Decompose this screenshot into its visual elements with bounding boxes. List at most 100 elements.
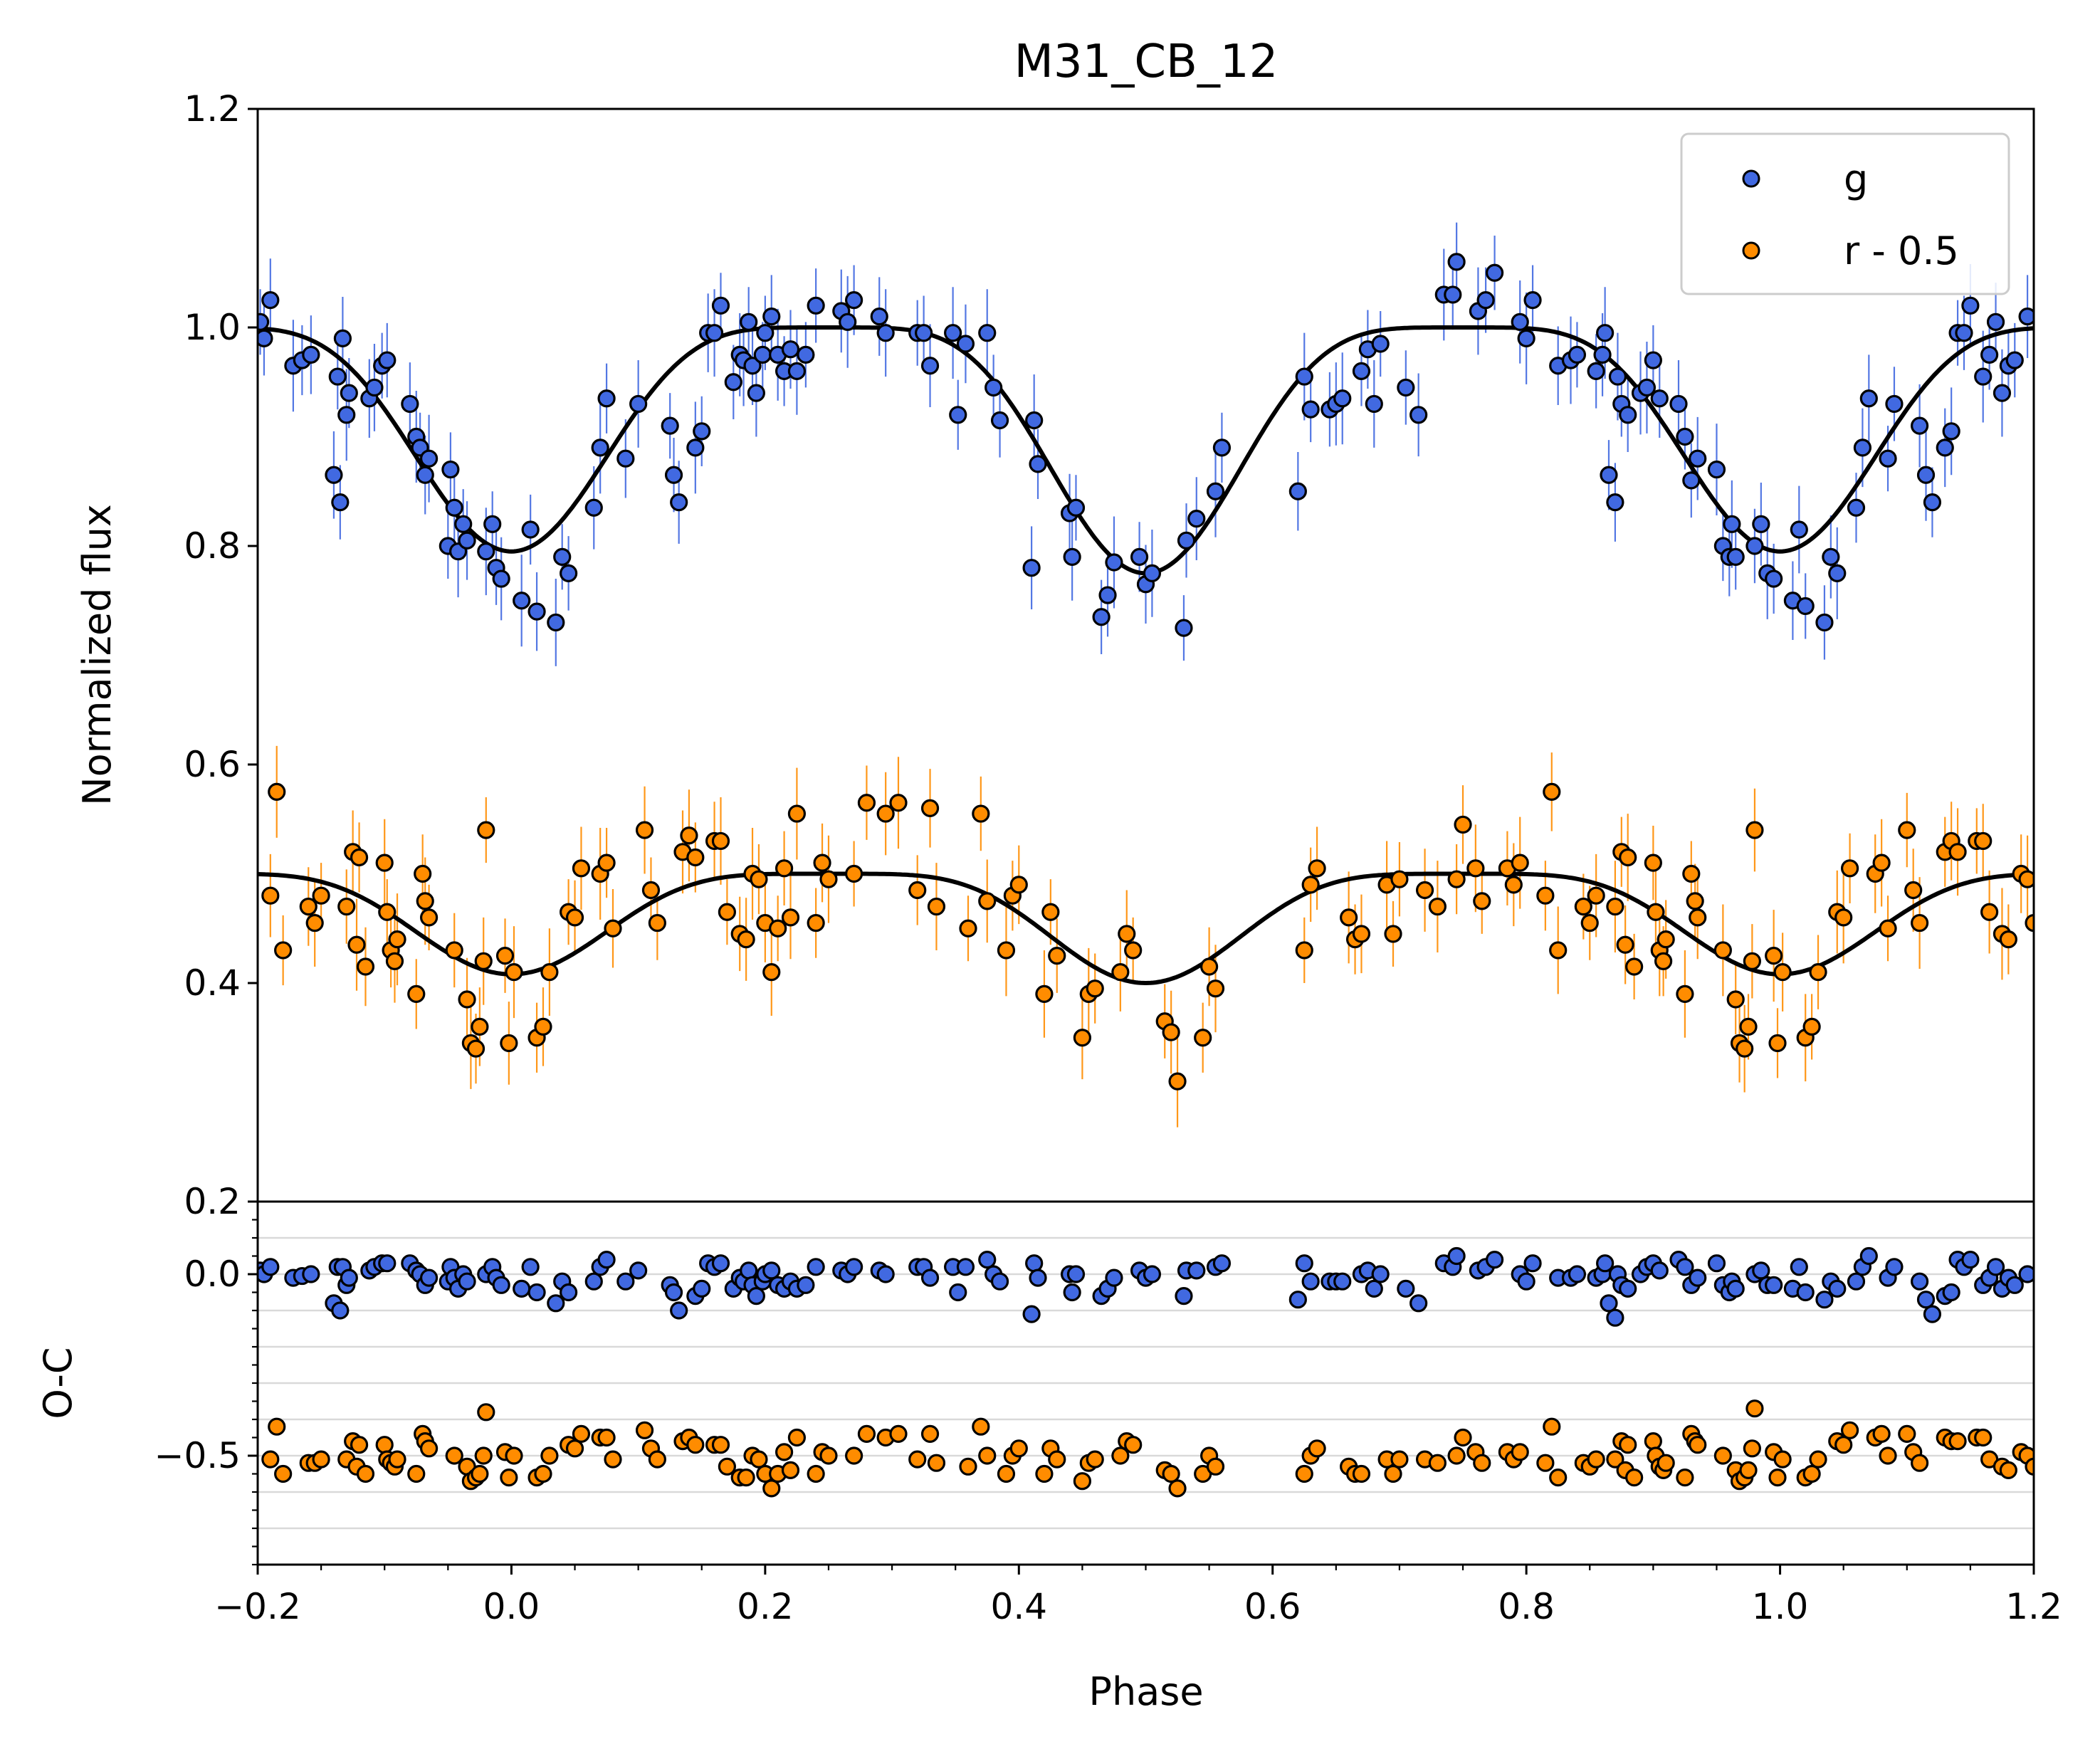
data-point: [686, 848, 705, 867]
data-point: [1853, 438, 1872, 457]
data-point: [693, 1279, 711, 1298]
data-point: [686, 1436, 705, 1454]
data-point: [985, 378, 1003, 397]
data-point: [1029, 455, 1047, 473]
data-point: [1898, 821, 1916, 839]
data-point: [1168, 1479, 1187, 1498]
data-point: [1596, 324, 1615, 342]
data-point: [1168, 1072, 1187, 1091]
data-point: [908, 1450, 927, 1469]
data-point: [1773, 1450, 1792, 1469]
data-point: [1974, 1428, 1993, 1447]
data-point: [1523, 291, 1542, 310]
data-point: [1466, 859, 1485, 878]
data-point: [737, 1469, 755, 1487]
data-point: [1397, 378, 1415, 397]
data-point: [756, 324, 775, 342]
data-point: [876, 804, 895, 823]
data-point: [740, 312, 758, 331]
data-point: [978, 1250, 997, 1269]
data-point: [616, 1272, 635, 1291]
data-point: [997, 941, 1016, 960]
data-point: [1048, 947, 1066, 965]
data-point: [1365, 394, 1383, 414]
data-point: [661, 416, 679, 435]
data-point: [495, 947, 515, 965]
data-point: [1333, 389, 1352, 408]
data-point: [1911, 913, 1929, 933]
data-point: [1301, 400, 1320, 419]
data-point: [740, 1261, 758, 1280]
data-point: [1308, 1439, 1326, 1458]
data-point: [1802, 1464, 1821, 1483]
data-point: [388, 930, 406, 949]
data-point: [978, 1446, 997, 1465]
data-point: [1428, 897, 1447, 916]
data-point: [1828, 1279, 1847, 1298]
data-point: [781, 340, 800, 359]
data-point: [1606, 1308, 1624, 1327]
data-point: [670, 493, 688, 512]
data-point: [1543, 1417, 1561, 1436]
data-point: [378, 903, 397, 921]
data-point: [927, 1454, 946, 1472]
data-point: [325, 466, 343, 484]
data-point: [797, 345, 815, 364]
data-point: [1111, 963, 1130, 982]
data-point: [521, 1258, 540, 1276]
data-point: [845, 864, 863, 883]
data-point: [1390, 1450, 1409, 1469]
data-point: [705, 324, 724, 342]
data-point: [1596, 1254, 1615, 1273]
data-point: [1961, 296, 1980, 315]
data-point: [1736, 1039, 1754, 1058]
data-point: [1606, 1450, 1624, 1469]
data-point: [553, 547, 572, 566]
data-point: [1212, 438, 1232, 457]
data-point: [584, 1272, 603, 1291]
data-point: [350, 848, 369, 867]
data-point: [972, 804, 990, 823]
data-point: [2018, 870, 2034, 888]
data-point: [1689, 449, 1707, 468]
data-point: [458, 990, 476, 1009]
data-point: [711, 1254, 730, 1273]
data-point: [664, 1283, 683, 1302]
data-point: [1384, 1464, 1402, 1483]
data-point: [1974, 831, 1993, 851]
data-point: [458, 531, 476, 550]
data-point: [762, 1261, 781, 1280]
data-point: [1600, 1294, 1618, 1313]
data-point: [762, 963, 781, 982]
data-point: [1384, 925, 1402, 943]
data-point: [500, 1469, 518, 1487]
data-point: [258, 329, 273, 347]
chart-title: M31_CB_12: [1014, 36, 1279, 88]
data-point: [1809, 963, 1827, 982]
data-point: [1175, 1286, 1193, 1306]
data-point: [920, 1268, 940, 1287]
data-point: [419, 908, 439, 927]
data-point: [604, 919, 622, 937]
data-point: [1200, 957, 1219, 976]
data-point: [1454, 1428, 1472, 1447]
data-point: [375, 1436, 394, 1454]
data-point: [1879, 1446, 1897, 1465]
data-point: [1574, 897, 1592, 916]
data-point: [1301, 1272, 1320, 1291]
data-point: [1840, 859, 1859, 878]
data-point: [775, 859, 794, 878]
main-y-ticks: 0.2 0.4 0.6 0.8 1.0 1.2: [184, 88, 258, 1222]
data-point: [1587, 362, 1605, 381]
data-point: [471, 1464, 489, 1483]
data-point: [1606, 897, 1624, 916]
data-point: [1029, 1268, 1047, 1287]
data-point: [1580, 913, 1599, 933]
data-point: [1654, 952, 1673, 970]
data-point: [1726, 547, 1745, 566]
data-point: [1371, 1265, 1390, 1283]
data-point: [1834, 1436, 1853, 1454]
data-point: [547, 613, 565, 632]
data-point: [775, 1443, 794, 1461]
data-point: [670, 1301, 688, 1320]
